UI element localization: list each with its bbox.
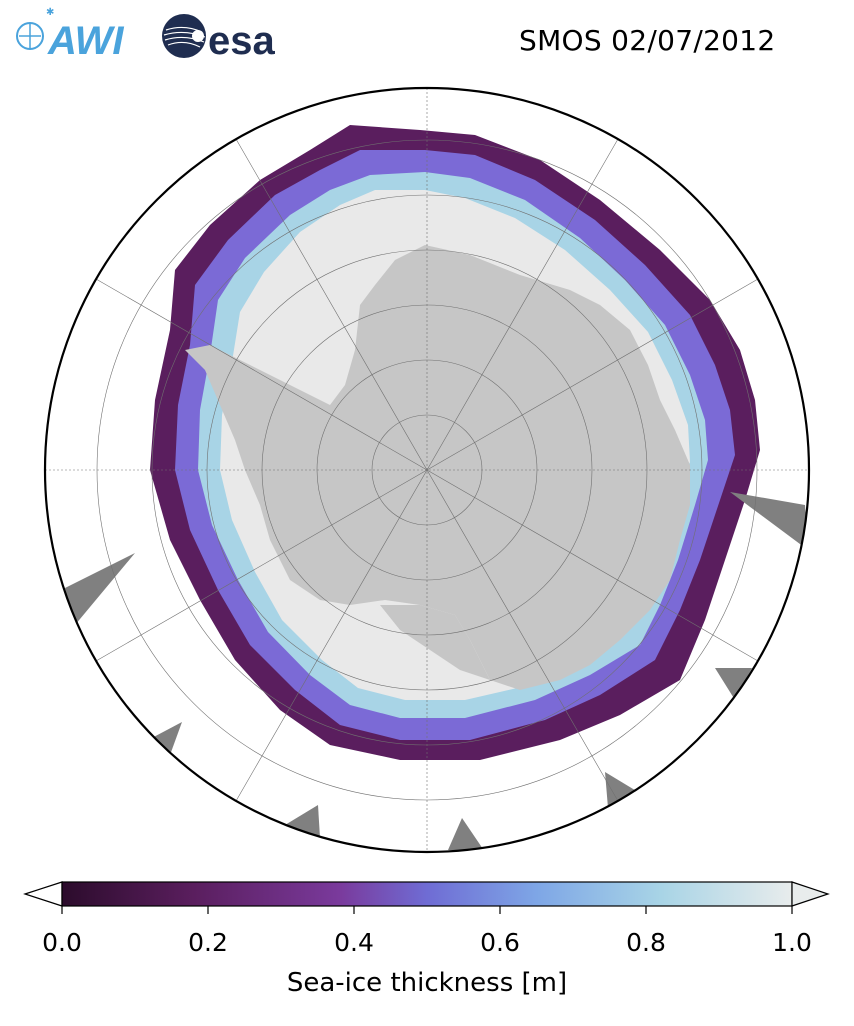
- logo-bar: ✱ AWI esa: [16, 7, 275, 63]
- no-data-regions: [65, 492, 808, 852]
- esa-logo: esa: [162, 14, 275, 63]
- colorbar-tick-label: 0.6: [480, 928, 520, 957]
- ross-ice-shelf: [380, 605, 490, 680]
- colorbar-tick-label: 0.0: [42, 928, 82, 957]
- svg-text:✱: ✱: [46, 7, 54, 18]
- awi-logo: ✱ AWI: [16, 7, 124, 63]
- colorbar: 0.0 0.2 0.4 0.6 0.8 1.0 Sea-ice thicknes…: [23, 881, 830, 998]
- antarctica-landmass: [185, 245, 690, 690]
- colorbar-extend-max: [791, 881, 830, 907]
- colorbar-label: Sea-ice thickness [m]: [287, 968, 567, 998]
- meridians: [45, 88, 809, 852]
- colorbar-gradient: [61, 881, 793, 907]
- polar-map: [43, 86, 811, 854]
- colorbar-extend-min: [23, 881, 63, 907]
- colorbar-tick-label: 0.8: [626, 928, 666, 957]
- colorbar-ticks: [61, 906, 793, 914]
- esa-logo-text: esa: [208, 19, 275, 63]
- map-title: SMOS 02/07/2012: [519, 24, 776, 57]
- map-boundary: [43, 86, 811, 854]
- awi-logo-text: AWI: [47, 19, 124, 63]
- colorbar-tick-label: 0.2: [188, 928, 228, 957]
- colorbar-tick-label: 1.0: [772, 928, 812, 957]
- colorbar-tick-label: 0.4: [334, 928, 374, 957]
